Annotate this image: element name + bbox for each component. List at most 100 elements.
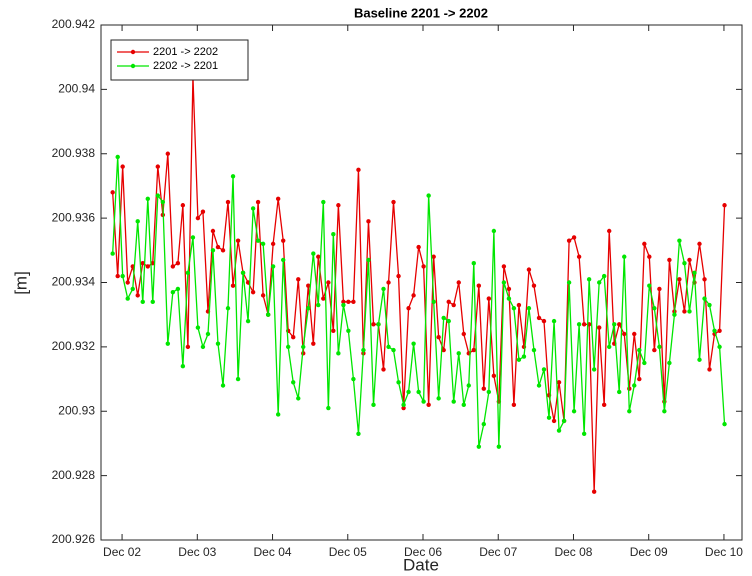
data-point	[481, 386, 486, 391]
data-point	[391, 347, 396, 353]
data-point	[576, 322, 582, 327]
data-point	[707, 302, 712, 308]
data-point	[652, 347, 657, 353]
y-axis-label: [m]	[11, 271, 30, 295]
data-point	[581, 322, 587, 327]
data-point	[260, 293, 266, 298]
data-point	[386, 344, 391, 350]
data-point	[406, 389, 411, 395]
data-point	[215, 244, 221, 250]
data-point	[657, 344, 662, 350]
data-point	[541, 318, 547, 324]
data-point	[401, 405, 406, 411]
data-point	[170, 289, 176, 295]
data-point	[632, 383, 637, 388]
data-point	[346, 299, 351, 305]
data-point	[225, 199, 231, 205]
data-point	[601, 402, 607, 408]
x-tick-label: Dec 08	[554, 545, 592, 559]
data-point	[707, 367, 712, 372]
data-point	[461, 402, 466, 408]
x-tick-label: Dec 10	[705, 545, 743, 559]
data-point	[245, 318, 251, 324]
data-point	[316, 302, 321, 308]
data-point	[311, 251, 316, 256]
data-point	[255, 238, 261, 243]
data-point	[125, 296, 130, 301]
data-point	[145, 196, 150, 202]
data-point	[647, 283, 652, 288]
data-point	[311, 341, 316, 346]
data-point	[687, 257, 692, 263]
data-point	[546, 415, 552, 420]
data-point	[702, 296, 707, 301]
data-point	[556, 380, 562, 385]
y-tick-label: 200.938	[52, 146, 96, 160]
data-point	[476, 444, 482, 449]
data-point	[351, 299, 356, 305]
data-point	[150, 299, 155, 305]
data-point	[160, 199, 166, 205]
legend-marker	[130, 63, 136, 69]
data-point	[576, 254, 582, 259]
data-point	[702, 277, 707, 282]
data-point	[220, 248, 226, 253]
data-point	[506, 296, 512, 301]
data-point	[265, 312, 271, 317]
data-point	[501, 280, 507, 285]
data-point	[321, 296, 326, 301]
data-point	[366, 257, 371, 263]
data-point	[511, 402, 517, 408]
data-point	[291, 380, 296, 385]
data-point	[632, 331, 637, 337]
data-point	[642, 241, 647, 247]
data-point	[516, 302, 522, 308]
data-point	[150, 260, 155, 266]
data-point	[411, 293, 416, 298]
data-point	[341, 302, 346, 308]
data-point	[481, 421, 486, 427]
data-point	[526, 267, 532, 272]
data-point	[351, 376, 356, 382]
data-point	[275, 196, 281, 202]
data-point	[597, 280, 602, 285]
data-point	[115, 273, 120, 279]
data-point	[130, 286, 135, 292]
data-point	[597, 325, 602, 330]
data-point	[521, 354, 527, 359]
axes-box	[100, 24, 743, 541]
data-point	[697, 357, 702, 362]
data-point	[291, 335, 296, 340]
data-point	[175, 260, 181, 266]
data-point	[677, 277, 682, 282]
data-point	[591, 367, 597, 372]
data-point	[411, 341, 416, 346]
x-tick-label: Dec 02	[103, 545, 141, 559]
data-point	[456, 351, 461, 356]
data-point	[561, 418, 567, 424]
data-point	[240, 270, 246, 276]
data-point	[401, 402, 406, 408]
data-point	[466, 383, 471, 388]
data-point	[436, 335, 441, 340]
data-point	[536, 383, 542, 388]
y-tick-label: 200.934	[52, 275, 96, 289]
data-point	[396, 273, 401, 279]
data-point	[275, 412, 281, 417]
data-point	[180, 363, 186, 369]
data-point	[285, 344, 291, 350]
data-point	[250, 289, 256, 295]
data-point	[526, 306, 532, 311]
data-point	[637, 347, 642, 353]
data-point	[361, 347, 366, 353]
data-point	[376, 322, 381, 327]
data-point	[692, 270, 697, 276]
y-tick-label: 200.926	[52, 532, 96, 546]
data-point	[436, 396, 441, 401]
data-point	[446, 299, 451, 305]
data-point	[591, 489, 597, 494]
data-point	[346, 328, 351, 333]
data-point	[215, 341, 221, 346]
y-tick-label: 200.942	[52, 17, 96, 31]
data-point	[712, 328, 717, 333]
